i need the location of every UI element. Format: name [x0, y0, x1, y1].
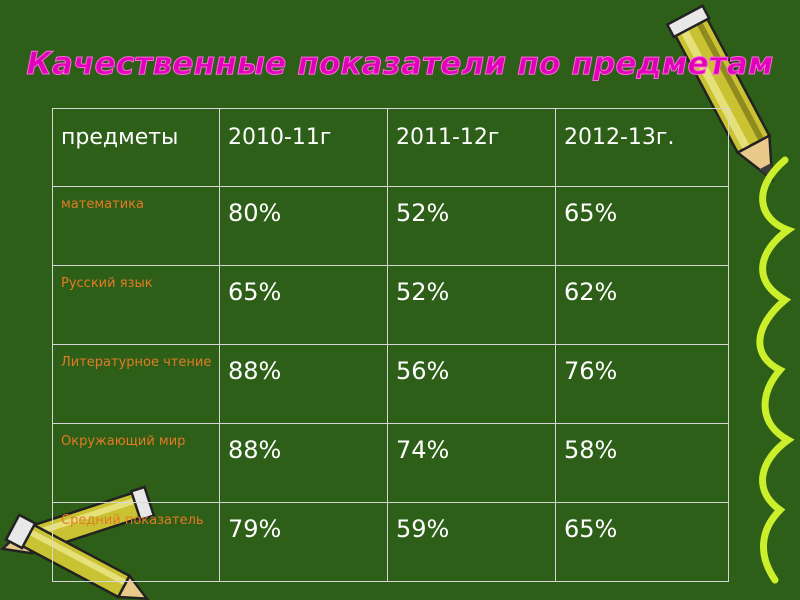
value-cell: 52%: [387, 186, 556, 266]
slide-title: Качественные показатели по предметам: [26, 46, 774, 83]
header-cell-year: 2010-11г: [219, 108, 388, 187]
header-cell-subjects: предметы: [52, 108, 220, 187]
value-cell: 88%: [219, 344, 388, 424]
table-row: Литературное чтение 88% 56% 76%: [52, 344, 729, 424]
squiggle-line-icon: [756, 156, 796, 584]
subject-cell: математика: [52, 186, 220, 266]
value-cell: 65%: [555, 186, 729, 266]
table-row: Русский язык 65% 52% 62%: [52, 265, 729, 345]
value-cell: 76%: [555, 344, 729, 424]
value-cell: 62%: [555, 265, 729, 345]
value-cell: 65%: [219, 265, 388, 345]
value-cell: 56%: [387, 344, 556, 424]
header-cell-year: 2012-13г.: [555, 108, 729, 187]
value-cell: 65%: [555, 502, 729, 582]
header-cell-year: 2011-12г: [387, 108, 556, 187]
subject-cell: Русский язык: [52, 265, 220, 345]
value-cell: 58%: [555, 423, 729, 503]
value-cell: 59%: [387, 502, 556, 582]
table-row: математика 80% 52% 65%: [52, 186, 729, 266]
value-cell: 80%: [219, 186, 388, 266]
value-cell: 79%: [219, 502, 388, 582]
table-header-row: предметы 2010-11г 2011-12г 2012-13г.: [52, 108, 729, 187]
value-cell: 74%: [387, 423, 556, 503]
subject-cell: Окружающий мир: [52, 423, 220, 503]
value-cell: 88%: [219, 423, 388, 503]
table-row: Средний показатель 79% 59% 65%: [52, 502, 729, 582]
subject-cell: Литературное чтение: [52, 344, 220, 424]
table-row: Окружающий мир 88% 74% 58%: [52, 423, 729, 503]
value-cell: 52%: [387, 265, 556, 345]
grades-table: предметы 2010-11г 2011-12г 2012-13г. мат…: [52, 108, 729, 582]
subject-cell: Средний показатель: [52, 502, 220, 582]
